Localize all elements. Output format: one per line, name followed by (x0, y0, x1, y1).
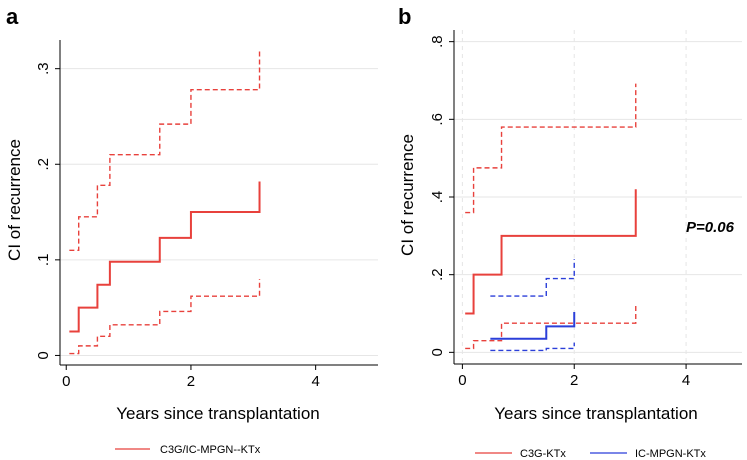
series-estimate-line (490, 311, 576, 340)
panel-a-label: a (6, 4, 19, 29)
panel-b-legend-label-0: C3G-KTx (520, 448, 566, 460)
y-tick-label: 0 (429, 348, 446, 356)
y-tick-label: .1 (35, 254, 52, 267)
panel-a-x-axis-title: Years since transplantation (116, 404, 320, 423)
x-tick-label: 4 (682, 372, 690, 389)
x-tick-label: 2 (570, 372, 578, 389)
panel-b-y-axis-title: CI of recurrence (398, 134, 417, 256)
series-upper-line (490, 259, 575, 297)
panel-b-series (465, 83, 637, 352)
y-tick-label: .3 (35, 62, 52, 75)
panel-a-y-axis-title: CI of recurrence (5, 139, 24, 261)
panel-b-legend-label-1: IC-MPGN-KTx (635, 448, 706, 460)
panel-a-gridlines (60, 68, 378, 356)
y-tick-label: 0 (35, 351, 52, 359)
panel-a-legend-label-0: C3G/IC-MPGN--KTx (160, 444, 261, 456)
panel-b-p-value: P=0.06 (686, 219, 735, 236)
panel-b: b 0 .2 .4 .6 .8 0 2 4 P=0.06 Years since trans… (398, 4, 742, 460)
x-tick-label: 0 (458, 372, 466, 389)
panel-b-legend: C3G-KTx IC-MPGN-KTx (475, 448, 706, 460)
panel-a-legend: C3G/IC-MPGN--KTx (115, 444, 261, 456)
y-tick-label: .6 (429, 113, 446, 126)
panel-b-gridlines (454, 30, 742, 364)
series-lower-line (465, 303, 637, 350)
series-estimate-line (465, 189, 637, 315)
x-tick-label: 0 (62, 373, 70, 390)
series-upper-line (69, 51, 261, 251)
series-estimate-line (69, 181, 261, 333)
panel-b-label: b (398, 4, 411, 29)
series-upper-line (465, 83, 637, 214)
y-tick-label: .4 (429, 191, 446, 204)
panel-b-x-ticks: 0 2 4 (458, 364, 690, 389)
series-lower-line (490, 342, 575, 352)
panel-a-series (69, 51, 261, 355)
panel-a-x-ticks: 0 2 4 (62, 365, 320, 390)
y-tick-label: .8 (429, 35, 446, 48)
panel-a: a 0 .1 .2 .3 0 2 4 Years since transplantatio… (5, 4, 378, 456)
panel-a-y-ticks: 0 .1 .2 .3 (35, 62, 60, 360)
x-tick-label: 4 (311, 373, 319, 390)
y-tick-label: .2 (429, 268, 446, 281)
panel-b-y-ticks: 0 .2 .4 .6 .8 (429, 35, 454, 357)
panel-b-x-axis-title: Years since transplantation (494, 404, 698, 423)
series-lower-line (69, 278, 261, 355)
x-tick-label: 2 (187, 373, 195, 390)
y-tick-label: .2 (35, 158, 52, 171)
